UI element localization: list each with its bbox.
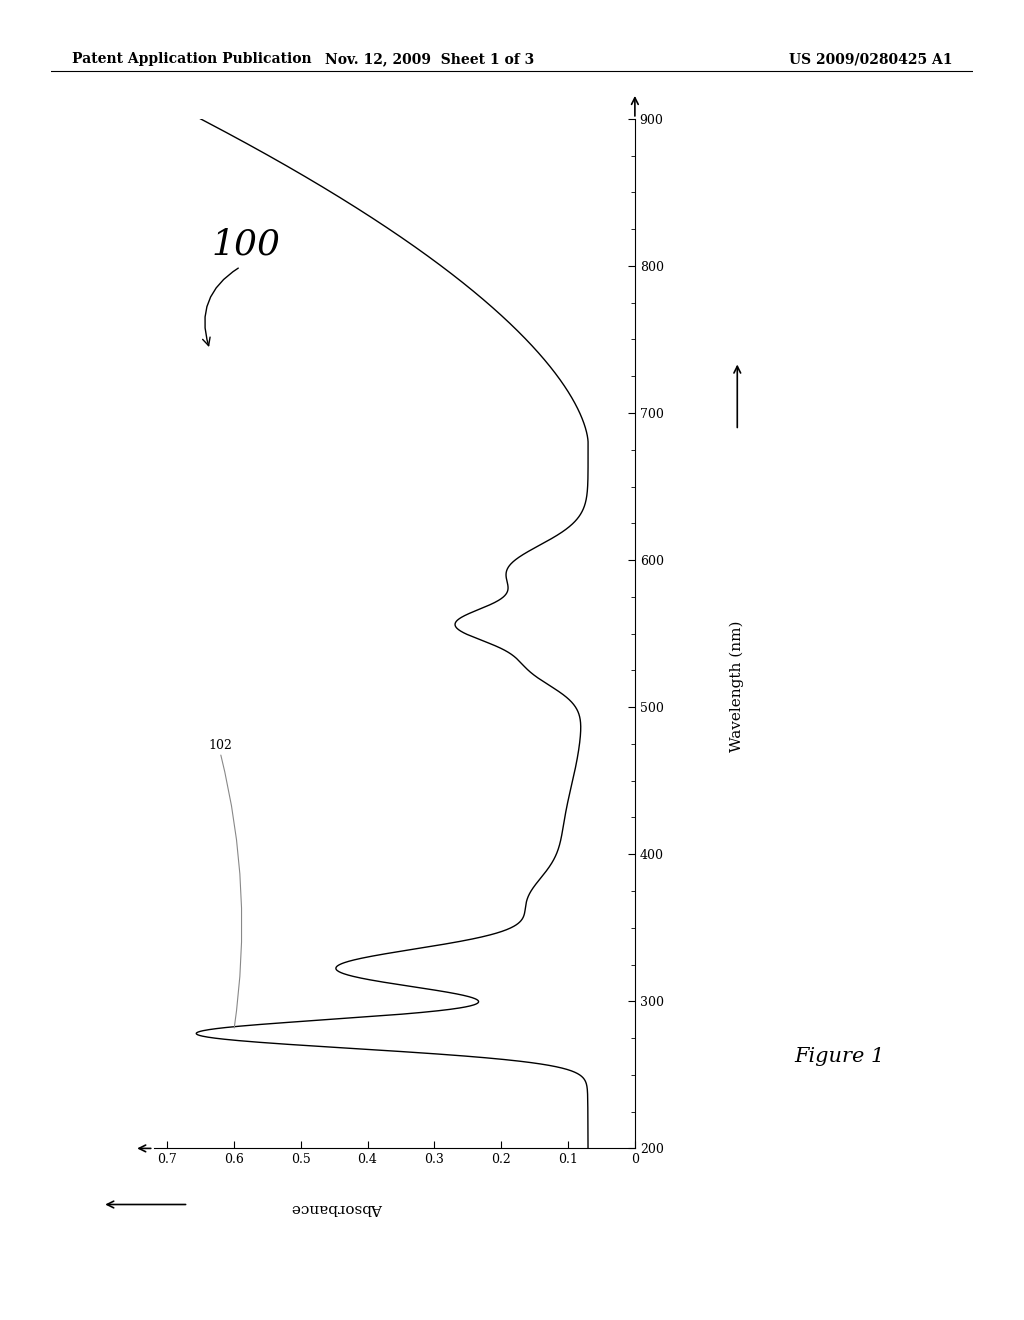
Text: Patent Application Publication: Patent Application Publication <box>72 53 311 66</box>
Text: Absorbance: Absorbance <box>293 1201 383 1214</box>
Text: Figure 1: Figure 1 <box>795 1047 885 1065</box>
Text: 100: 100 <box>211 227 281 261</box>
Text: Nov. 12, 2009  Sheet 1 of 3: Nov. 12, 2009 Sheet 1 of 3 <box>326 53 535 66</box>
Text: US 2009/0280425 A1: US 2009/0280425 A1 <box>788 53 952 66</box>
Text: 102: 102 <box>208 739 232 752</box>
Text: Wavelength (nm): Wavelength (nm) <box>730 620 744 752</box>
